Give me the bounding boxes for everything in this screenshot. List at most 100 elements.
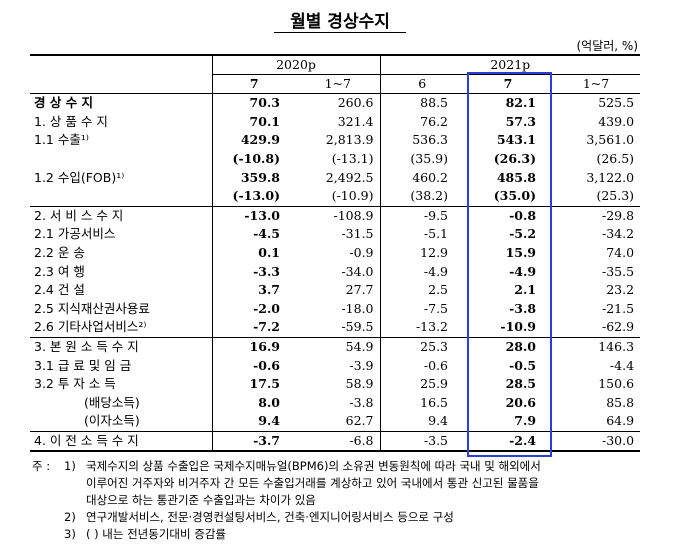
cell-2020-7: 3.7 xyxy=(211,280,296,300)
cell-2020-7: 70.3 xyxy=(211,93,296,113)
header-col-2021-6: 6 xyxy=(379,74,465,94)
cell-2020-7: 17.5 xyxy=(211,374,296,394)
cell-2020-1-7: 54.9 xyxy=(296,336,381,357)
row-label xyxy=(30,187,212,206)
row-label: (이자소득) xyxy=(84,413,140,429)
cell-2020-1-7: 321.4 xyxy=(337,113,374,129)
cell-2021-7: 82.1 xyxy=(505,95,537,111)
table-row: 3.1 급 료 및 임 금 -0.6 -3.9 -0.6 -0.5 -4.4 xyxy=(30,356,640,375)
cell-2021-6: -0.6 xyxy=(379,356,465,375)
table-row: 1.2 수입(FOB)¹⁾ 359.8 2,492.5 460.2 485.8 3,122… xyxy=(30,168,640,187)
cell-2021-1-7: 74.0 xyxy=(606,245,635,261)
cell-2021-7: -0.5 xyxy=(509,357,537,373)
table-row: 2.6 기타사업서비스²⁾ -7.2 -59.5 -13.2 -10.9 -62.9 xyxy=(30,318,640,338)
page-title: 월별 경상수지 xyxy=(290,12,390,32)
cell-2021-7: (35.0) xyxy=(493,188,537,204)
cell-2020-7: -3.7 xyxy=(211,430,296,453)
footnote-number: 1) xyxy=(64,459,76,473)
cell-2021-1-7: 150.6 xyxy=(598,376,635,392)
table-row: (-13.0) (-10.9) (38.2) (35.0) (25.3) xyxy=(30,186,640,207)
cell-2020-1-7: 260.6 xyxy=(337,95,374,111)
cell-2021-7: 57.3 xyxy=(505,113,537,129)
footnote-line: 대상으로 하는 통관기준 수출입과는 차이가 있음 xyxy=(86,493,316,507)
row-label: 2.5 지식재산권사용료 xyxy=(34,300,150,316)
row-label: 3.2 투 자 소 득 xyxy=(34,376,116,392)
cell-2021-6: 2.5 xyxy=(379,280,465,300)
header-month-row: 7 1~7 6 7 1~7 xyxy=(30,74,641,94)
cell-2020-1-7: -59.5 xyxy=(341,319,374,335)
table-row: 경 상 수 지 70.3 260.6 88.5 82.1 525.5 xyxy=(30,93,640,113)
cell-2020-7: -2.0 xyxy=(211,299,296,319)
cell-2020-7: -4.5 xyxy=(211,225,296,244)
cell-2021-6: 16.5 xyxy=(379,393,465,413)
row-label: 2. 서 비 스 수 지 xyxy=(30,205,212,226)
cell-2021-6: (35.9) xyxy=(379,149,465,169)
cell-2020-1-7: (-10.9) xyxy=(331,188,374,204)
cell-2020-1-7: -3.8 xyxy=(349,394,374,410)
cell-2021-7: 28.0 xyxy=(464,336,553,357)
cell-2021-7: 7.9 xyxy=(514,413,537,429)
cell-2020-1-7: 58.9 xyxy=(345,376,374,392)
cell-2020-7: -3.3 xyxy=(211,262,296,281)
cell-2021-6: 536.3 xyxy=(379,131,465,150)
table-row: 4. 이 전 소 득 수 지 -3.7 -6.8 -3.5 -2.4 -30.0 xyxy=(30,430,641,453)
cell-2021-1-7: 525.5 xyxy=(598,95,635,111)
row-label: 3. 본 원 소 득 수 지 xyxy=(30,336,212,357)
footnote-text: 연구개발서비스, 전문·경영컨설팅서비스, 건축·엔지니어링서비스 등으로 구성 xyxy=(86,510,454,524)
cell-2021-6: 76.2 xyxy=(379,112,465,132)
row-label: 4. 이 전 소 득 수 지 xyxy=(30,430,212,453)
cell-2021-7: -3.8 xyxy=(509,300,537,316)
cell-2021-1-7: 146.3 xyxy=(552,336,641,357)
cell-2021-1-7: -21.5 xyxy=(601,300,635,316)
row-label: 2.2 운 송 xyxy=(34,245,85,261)
row-label xyxy=(30,150,212,169)
cell-2021-1-7: 439.0 xyxy=(598,113,635,129)
cell-2020-1-7: 2,813.9 xyxy=(325,132,374,148)
cell-2021-1-7: 3,122.0 xyxy=(586,169,635,185)
cell-2021-7: -5.2 xyxy=(509,226,537,242)
row-label: 2.4 건 설 xyxy=(34,282,85,298)
cell-2021-1-7: 3,561.0 xyxy=(586,132,635,148)
unit-label: (억달러, %) xyxy=(576,39,638,53)
table-row: (-10.8) (-13.1) (35.9) (26.3) (26.5) xyxy=(30,149,640,169)
table-row: 3. 본 원 소 득 수 지 16.9 54.9 25.3 28.0 146.3 xyxy=(30,336,641,357)
footnotes: 주 : 1) 국제수지의 상품 수출입은 국제수지매뉴얼(BPM6)의 소유권 … xyxy=(32,458,652,543)
cell-2021-1-7: 85.8 xyxy=(606,394,635,410)
row-label: 3.1 급 료 및 임 금 xyxy=(34,357,132,373)
header-col-2021-7: 7 xyxy=(464,74,553,94)
cell-2020-7: -0.6 xyxy=(211,356,296,375)
cell-2021-7: (26.3) xyxy=(493,151,537,167)
cell-2021-6: 460.2 xyxy=(379,168,465,187)
cell-2021-6: 9.4 xyxy=(379,412,465,432)
cell-2021-7: -10.9 xyxy=(500,319,537,335)
footnote-2: 2) 연구개발서비스, 전문·경영컨설팅서비스, 건축·엔지니어링서비스 등으로… xyxy=(32,509,652,526)
cell-2020-7: 0.1 xyxy=(211,243,296,263)
cell-2021-6: 88.5 xyxy=(379,93,465,113)
header-col-2020-7: 7 xyxy=(211,74,296,94)
header-year-row: 2020p 2021p xyxy=(30,54,641,75)
cell-2021-7: -2.4 xyxy=(464,430,553,453)
cell-2020-7: 359.8 xyxy=(211,168,296,187)
table-row: 2.2 운 송 0.1 -0.9 12.9 15.9 74.0 xyxy=(30,243,640,263)
current-account-table: 2020p 2021p 7 1~7 6 7 1~7 경 상 수 지 70.3 260… xyxy=(30,54,641,453)
row-label: 경 상 수 지 xyxy=(34,95,94,111)
cell-2021-6: 25.9 xyxy=(379,374,465,394)
cell-2020-7: (-13.0) xyxy=(211,186,296,207)
cell-2021-7: 20.6 xyxy=(505,394,537,410)
table-row: (이자소득) 9.4 62.7 9.4 7.9 64.9 xyxy=(30,412,640,432)
cell-2020-1-7: -6.8 xyxy=(296,430,381,453)
cell-2021-7: 543.1 xyxy=(496,132,537,148)
cell-2020-7: -13.0 xyxy=(211,205,296,226)
row-label: 2.1 가공서비스 xyxy=(34,226,116,242)
cell-2021-7: 15.9 xyxy=(505,245,537,261)
cell-2020-1-7: 27.7 xyxy=(345,282,374,298)
cell-2021-6: -5.1 xyxy=(379,225,465,244)
cell-2021-7: -4.9 xyxy=(509,263,537,279)
cell-2021-7: -0.8 xyxy=(464,205,553,226)
cell-2021-1-7: -34.2 xyxy=(601,226,635,242)
cell-2021-1-7: (25.3) xyxy=(596,188,635,204)
cell-2021-1-7: -29.8 xyxy=(552,205,641,226)
cell-2020-7: 9.4 xyxy=(211,412,296,432)
footnote-line: 국제수지의 상품 수출입은 국제수지매뉴얼(BPM6)의 소유권 변동원칙에 따… xyxy=(86,459,541,473)
cell-2020-1-7: -3.9 xyxy=(349,357,374,373)
